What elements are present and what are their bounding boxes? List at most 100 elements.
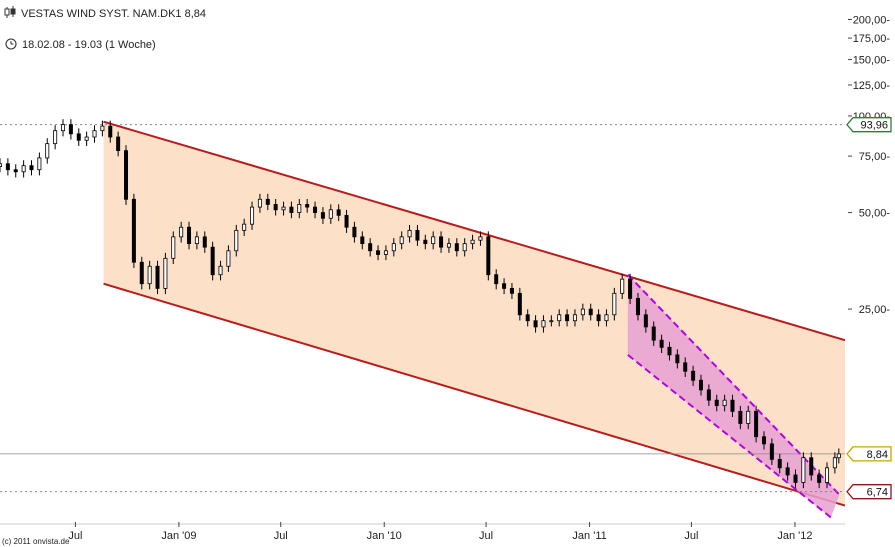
candlestick (785, 462, 790, 481)
candle-body (675, 354, 680, 364)
candlestick (698, 374, 703, 396)
candlestick (5, 158, 10, 176)
candle-body (509, 288, 514, 294)
candlestick (683, 357, 688, 377)
candlestick (769, 438, 774, 466)
candlestick (478, 231, 483, 246)
candlestick (352, 221, 357, 243)
candle-body (139, 261, 144, 285)
candlestick (139, 256, 144, 290)
candle-body (297, 204, 302, 213)
candlestick-icon (4, 6, 16, 18)
candle-body (612, 292, 617, 316)
price-badges: 93,96 8,84 6,74 (846, 117, 892, 500)
candle-body (635, 297, 640, 316)
candle-body (541, 320, 546, 328)
candlestick (313, 201, 318, 219)
candlestick (643, 309, 648, 333)
candle-body (265, 198, 270, 205)
candle-body (525, 314, 530, 322)
candlestick (100, 120, 105, 137)
price-badge-shape (846, 484, 892, 500)
trend-channel (103, 120, 846, 507)
candlestick (84, 131, 89, 146)
candlestick (360, 231, 365, 250)
candle-body (738, 410, 743, 424)
candlestick (754, 405, 759, 443)
candlestick (620, 273, 625, 300)
candlestick (439, 231, 444, 253)
candle-body (628, 278, 633, 299)
candle-body (45, 143, 50, 159)
candle-body (108, 125, 113, 138)
candle-body (352, 226, 357, 238)
candle-body (226, 250, 231, 267)
candlestick (344, 209, 349, 233)
candle-body (659, 339, 664, 348)
candle-body (494, 274, 499, 285)
candle-body (234, 229, 239, 252)
candle-body (698, 379, 703, 391)
y-tick-label: 50,00- (859, 208, 891, 220)
reference-lines (0, 124, 845, 493)
y-axis: 200,00-175,00-150,00-125,00-100,00-75,00… (848, 14, 890, 316)
price-badge-label: 6,74 (867, 487, 888, 499)
candlestick (336, 204, 341, 222)
candle-body (61, 124, 66, 132)
candle-body (29, 165, 34, 171)
x-tick-label: Jan '12 (777, 530, 812, 542)
price-badge-shape (846, 446, 892, 462)
candle-body (187, 226, 192, 245)
candle-body (502, 283, 507, 289)
candlestick (179, 221, 184, 243)
candle-body (667, 346, 672, 356)
y-tick-label: 75,00- (859, 151, 891, 163)
candlestick (635, 292, 640, 321)
candlestick (265, 193, 270, 211)
candle-body (218, 265, 223, 276)
candlestick (234, 224, 239, 257)
candle-body (706, 389, 711, 401)
candle-body (210, 246, 215, 276)
candle-body (643, 314, 648, 328)
candlestick (604, 309, 609, 327)
candle-body (777, 458, 782, 469)
candlestick (612, 287, 617, 321)
candle-body (588, 308, 593, 316)
x-tick-label: Jul (274, 530, 288, 542)
candle-body (761, 436, 766, 445)
candle-body (769, 443, 774, 460)
x-tick-label: Jan '11 (572, 530, 606, 542)
candle-body (431, 236, 436, 245)
candle-body (730, 399, 735, 412)
candle-body (714, 399, 719, 407)
candlestick (210, 241, 215, 281)
candle-body (817, 474, 822, 483)
candle-body (391, 243, 396, 252)
candlestick (155, 260, 160, 295)
candlestick (541, 315, 546, 333)
candle-body (691, 370, 696, 381)
candlestick (517, 287, 522, 321)
candlestick (691, 365, 696, 386)
candlestick (171, 231, 176, 264)
candlestick (289, 201, 294, 219)
candlestick (588, 303, 593, 321)
candle-body (651, 326, 656, 341)
candle-body (116, 136, 121, 152)
candlestick (462, 238, 467, 257)
y-tick-label: 175,00- (853, 33, 891, 45)
y-tick-label: 200,00- (853, 14, 891, 26)
candle-body (754, 410, 759, 438)
candlestick (502, 278, 507, 295)
candle-body (454, 243, 459, 252)
candlestick (706, 384, 711, 406)
candlestick (108, 120, 113, 143)
candlestick (250, 201, 255, 230)
candle-body (68, 124, 73, 135)
candlestick (92, 125, 97, 143)
candle-body (580, 308, 585, 316)
candlestick (415, 224, 420, 246)
